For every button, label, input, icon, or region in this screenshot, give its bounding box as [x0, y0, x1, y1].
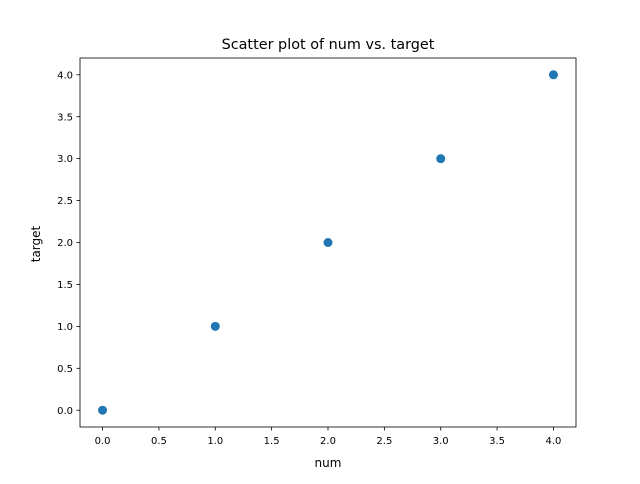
y-tick-label: 0.0: [57, 406, 73, 417]
y-axis: 0.0 0.5 1.0 1.5 2.0 2.5 3.0 3.5 4.0: [57, 70, 80, 417]
y-tick-label: 4.0: [57, 70, 73, 81]
x-tick-label: 4.0: [546, 436, 562, 447]
x-tick-label: 0.0: [95, 436, 111, 447]
data-points: [98, 70, 558, 415]
x-tick-label: 3.5: [489, 436, 505, 447]
x-tick-label: 2.5: [376, 436, 392, 447]
y-tick-label: 2.0: [57, 238, 73, 249]
x-tick-label: 3.0: [433, 436, 449, 447]
y-tick-label: 2.5: [57, 196, 73, 207]
data-point: [210, 321, 220, 331]
y-tick-label: 1.5: [57, 280, 73, 291]
data-point: [436, 154, 446, 164]
x-tick-label: 0.5: [151, 436, 167, 447]
data-point: [98, 405, 108, 415]
x-tick-label: 1.0: [207, 436, 223, 447]
y-tick-label: 1.0: [57, 322, 73, 333]
y-tick-label: 3.5: [57, 112, 73, 123]
y-tick-label: 0.5: [57, 364, 73, 375]
chart-title: Scatter plot of num vs. target: [222, 37, 435, 53]
x-axis-label: num: [315, 456, 342, 470]
x-tick-label: 1.5: [264, 436, 280, 447]
x-tick-label: 2.0: [320, 436, 336, 447]
y-axis-label: target: [29, 225, 43, 262]
y-tick-label: 3.0: [57, 154, 73, 165]
x-axis: 0.0 0.5 1.0 1.5 2.0 2.5 3.0 3.5 4.0: [95, 427, 562, 447]
data-point: [548, 70, 558, 80]
data-point: [323, 238, 333, 247]
